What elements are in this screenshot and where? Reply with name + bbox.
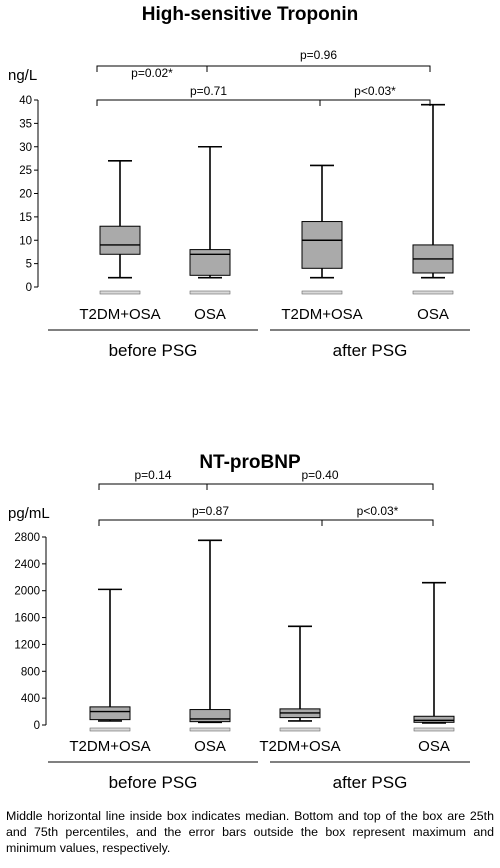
significance-bracket [96,99,321,106]
y-tick-label: 30 [19,142,32,154]
y-tick-label: 800 [21,666,40,678]
y-tick-label: 10 [19,235,32,247]
box-baseline [189,727,231,732]
significance-bracket [319,99,431,106]
p-value-label: p=0.40 [301,468,338,482]
box-baseline [412,290,454,295]
p-value-label: p=0.14 [134,468,171,482]
y-tick-label: 25 [19,165,32,177]
chart-title: High-sensitive Troponin [142,4,358,25]
box-iqr [189,709,231,723]
box-baseline [279,727,321,732]
y-tick-label: 400 [21,693,40,705]
significance-bracket [206,483,434,490]
significance-bracket [206,65,431,72]
group-label: before PSG [109,341,198,360]
significance-bracket [98,483,208,490]
category-label: OSA [417,306,449,323]
category-label: OSA [418,738,450,755]
box-iqr [301,221,343,269]
y-axis-unit-label: ng/L [8,67,37,84]
y-tick-label: 2800 [14,532,40,544]
y-tick-label: 0 [26,282,32,294]
box-iqr [99,225,141,255]
y-tick-label: 35 [19,118,32,130]
category-label: T2DM+OSA [281,306,362,323]
box-baseline [99,290,141,295]
box-iqr [189,249,231,276]
group-label: after PSG [333,341,408,360]
category-label: OSA [194,306,226,323]
significance-bracket [98,519,323,526]
p-value-label: p=0.02* [131,66,173,80]
p-value-label: p<0.03* [354,84,396,98]
figure-caption: Middle horizontal line inside box indica… [6,809,494,855]
box-baseline [189,290,231,295]
y-tick-label: 1200 [14,639,40,651]
p-value-label: p=0.96 [300,48,337,62]
box-iqr [89,706,131,721]
group-label: after PSG [333,773,408,792]
category-label: T2DM+OSA [259,738,340,755]
box-baseline [301,290,343,295]
y-tick-label: 0 [34,720,40,732]
category-label: OSA [194,738,226,755]
box-iqr [413,715,455,723]
y-tick-label: 2400 [14,559,40,571]
significance-bracket [321,519,434,526]
y-tick-label: 20 [19,189,32,201]
box-baseline [89,727,131,732]
box-baseline [413,727,455,732]
group-label: before PSG [109,773,198,792]
p-value-label: p<0.03* [357,504,399,518]
y-tick-label: 5 [26,259,32,271]
p-value-label: p=0.87 [192,504,229,518]
chart-title: NT-proBNP [199,452,301,473]
p-value-label: p=0.71 [190,84,227,98]
y-tick-label: 40 [19,95,32,107]
category-label: T2DM+OSA [79,306,160,323]
y-tick-label: 1600 [14,613,40,625]
y-axis-unit-label: pg/mL [8,505,50,522]
y-tick-label: 2000 [14,586,40,598]
y-tick-label: 15 [19,212,32,224]
category-label: T2DM+OSA [69,738,150,755]
